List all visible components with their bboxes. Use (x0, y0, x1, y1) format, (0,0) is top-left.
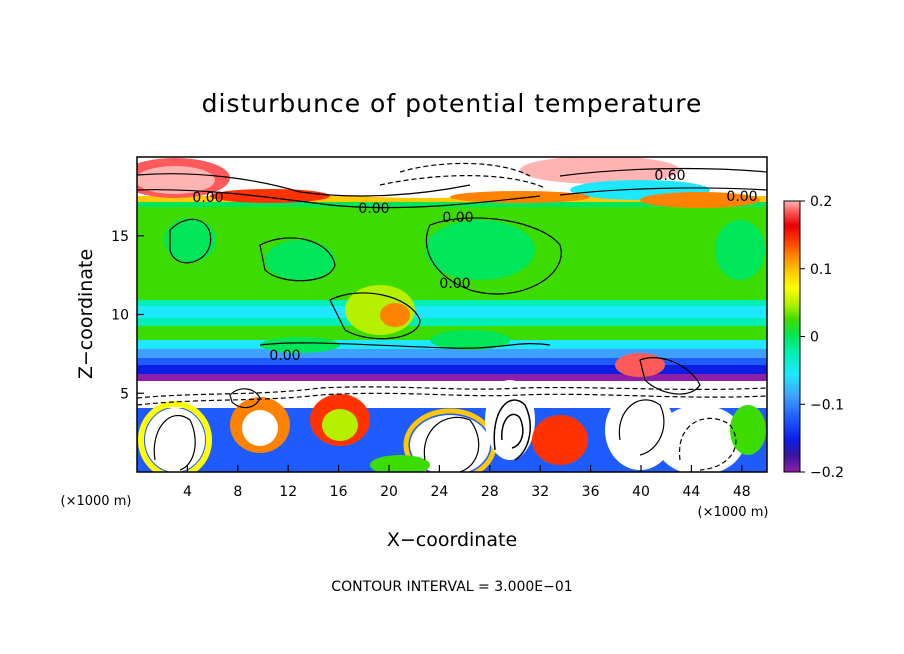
colorbar (783, 200, 801, 473)
contour-label: 0.00 (192, 190, 223, 206)
y-tick-label: 15 (111, 229, 129, 245)
contour-interval-note: CONTOUR INTERVAL = 3.000E−01 (331, 579, 572, 595)
y-axis-ticks: 5 10 15 (111, 229, 144, 402)
colorbar-tick-label: 0.1 (810, 262, 832, 278)
chart-title: disturbunce of potential temperature (202, 89, 703, 118)
contour-label: 0.00 (269, 348, 300, 364)
colorbar-tick-label: 0.2 (810, 194, 832, 210)
colorbar-tick-label: 0 (810, 330, 819, 346)
x-tick-label: 40 (632, 484, 650, 500)
x-tick-label: 20 (380, 484, 398, 500)
x-tick-label: 32 (531, 484, 549, 500)
x-tick-label: 24 (430, 484, 448, 500)
x-tick-label: 8 (233, 484, 242, 500)
y-unit-label: (×1000 m) (61, 494, 132, 509)
contour-label: 0.00 (726, 189, 757, 205)
contour-label-group: 0.00 0.00 0.00 0.60 0.00 0.00 0.00 (192, 168, 757, 364)
contour-label: 0.00 (439, 276, 470, 292)
colorbar-ticks: 0.2 0.1 0 −0.1 −0.2 (800, 194, 844, 481)
y-tick-label: 10 (111, 308, 129, 324)
contour-label: 0.60 (654, 168, 685, 184)
y-tick-label: 5 (120, 386, 129, 402)
x-tick-label: 44 (682, 484, 700, 500)
heatmap-field (137, 157, 767, 472)
x-tick-label: 4 (183, 484, 192, 500)
y-axis-label: Z−coordinate (75, 249, 97, 379)
x-tick-label: 28 (481, 484, 499, 500)
x-tick-label: 12 (279, 484, 297, 500)
x-axis-ticks: 4 8 12 16 20 24 28 32 36 40 44 48 (183, 465, 751, 500)
x-axis-label: X−coordinate (387, 529, 517, 551)
x-tick-label: 36 (582, 484, 600, 500)
contour-label: 0.00 (442, 210, 473, 226)
contour-label: 0.00 (358, 201, 389, 217)
colorbar-tick-label: −0.2 (810, 465, 844, 481)
colorbar-tick-label: −0.1 (810, 397, 844, 413)
x-unit-label: (×1000 m) (698, 505, 769, 520)
contour-lines (137, 162, 767, 472)
x-tick-label: 48 (733, 484, 751, 500)
x-tick-label: 16 (330, 484, 348, 500)
